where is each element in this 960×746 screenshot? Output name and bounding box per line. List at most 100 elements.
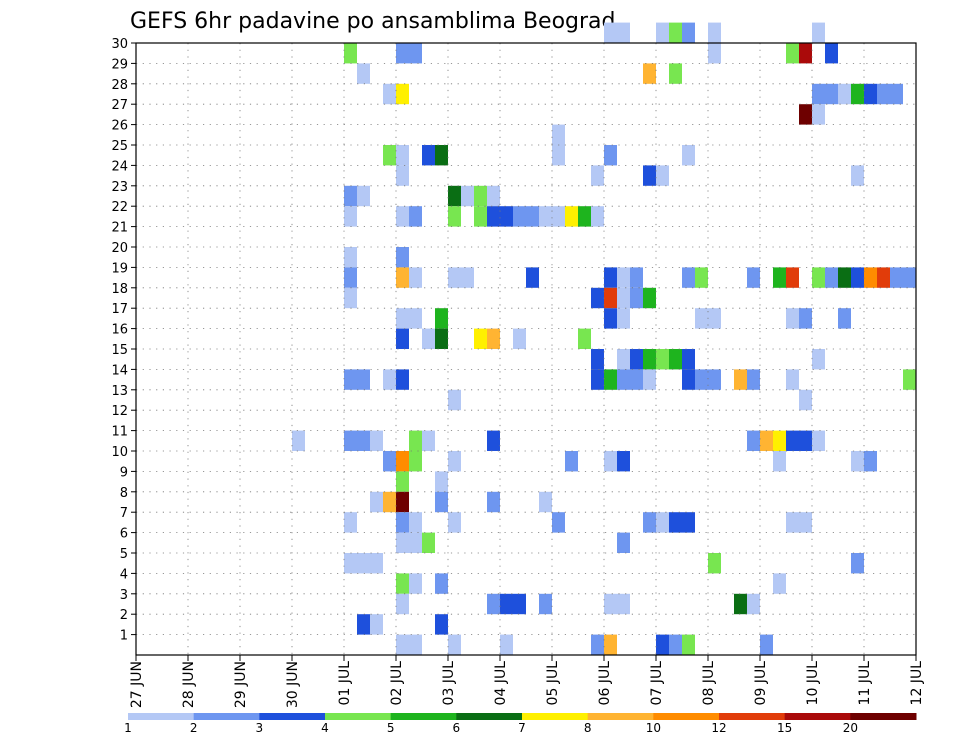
heatmap-cell (591, 287, 604, 309)
heatmap-cell (370, 491, 383, 513)
heatmap-cell (396, 532, 409, 553)
heatmap-cell (448, 389, 461, 411)
heatmap-cell (760, 634, 773, 655)
heatmap-cell (617, 267, 630, 288)
heatmap-cell (526, 206, 539, 227)
heatmap-cell (396, 328, 409, 349)
heatmap-cell (448, 206, 461, 227)
heatmap-cell (604, 145, 617, 166)
y-tick-label: 6 (120, 527, 128, 542)
legend-swatch (784, 713, 851, 720)
heatmap-cell (396, 165, 409, 186)
x-tick-label: 12 JUL (909, 661, 925, 706)
legend-swatch (325, 713, 392, 720)
y-tick-label: 7 (120, 506, 128, 521)
heatmap-cell (747, 369, 760, 390)
heatmap-cell (617, 593, 630, 615)
heatmap-cell (396, 369, 409, 390)
x-tick-label: 29 JUN (233, 661, 249, 708)
y-axis: 1234567891011121314151617181920212223242… (111, 37, 136, 644)
heatmap-cell (500, 593, 513, 615)
legend-swatch (259, 713, 326, 720)
heatmap-cell (877, 83, 890, 105)
heatmap-cell (409, 43, 422, 64)
heatmap-cell (682, 349, 695, 370)
y-tick-label: 5 (120, 547, 128, 562)
y-tick-label: 12 (111, 404, 128, 419)
heatmap-cell (357, 430, 370, 451)
legend-swatch (587, 713, 654, 720)
heatmap-cell (409, 532, 422, 553)
heatmap-cell (747, 430, 760, 451)
heatmap-cell (799, 430, 812, 451)
heatmap-cell (409, 573, 422, 594)
heatmap-cell (539, 491, 552, 513)
y-tick-label: 29 (111, 57, 128, 72)
y-tick-label: 9 (120, 465, 128, 480)
heatmap-cell (552, 206, 565, 227)
heatmap-cell (890, 83, 903, 105)
heatmap-cell (578, 206, 591, 227)
legend-label: 3 (256, 721, 264, 735)
heatmap-cell (422, 145, 435, 166)
heatmap-cell (344, 43, 357, 64)
heatmap-cell (591, 165, 604, 186)
heatmap-cell (396, 247, 409, 268)
heatmap-cell (474, 185, 487, 207)
heatmap-cell (435, 491, 448, 513)
heatmap-cell (669, 22, 682, 43)
heatmap-cell (344, 369, 357, 390)
heatmap-cell (604, 267, 617, 288)
heatmap-cell (487, 328, 500, 349)
heatmap-cell (838, 267, 851, 288)
heatmap-cell (565, 451, 578, 472)
heatmap-cell (825, 267, 838, 288)
heatmap-cell (370, 614, 383, 635)
y-tick-label: 22 (111, 200, 128, 215)
heatmap-cell (409, 308, 422, 329)
heatmap-cell (695, 369, 708, 390)
heatmap-cell (357, 553, 370, 574)
heatmap-cell (448, 634, 461, 655)
heatmap-cell (734, 369, 747, 390)
heatmap-cell (877, 267, 890, 288)
y-tick-label: 28 (111, 78, 128, 93)
heatmap-cell (461, 267, 474, 288)
x-tick-label: 30 JUN (285, 661, 301, 708)
heatmap-cell (656, 349, 669, 370)
heatmap-cell (526, 267, 539, 288)
heatmap-cell (695, 308, 708, 329)
heatmap-cell (448, 451, 461, 472)
legend-label: 4 (321, 721, 329, 735)
heatmap-cell (617, 451, 630, 472)
heatmap-cell (903, 267, 916, 288)
heatmap-cell (708, 369, 721, 390)
legend-label: 1 (124, 721, 132, 735)
legend-label: 6 (453, 721, 461, 735)
heatmap-cell (825, 83, 838, 105)
heatmap-cell (682, 512, 695, 533)
heatmap-cell (708, 22, 721, 43)
heatmap-cell (396, 308, 409, 329)
heatmap-cell (799, 389, 812, 411)
y-tick-label: 30 (111, 37, 128, 52)
heatmap-cell (539, 593, 552, 615)
x-tick-label: 10 JUL (805, 661, 821, 706)
heatmap-cell (630, 369, 643, 390)
heatmap-cell (903, 369, 916, 390)
heatmap-cell (786, 369, 799, 390)
heatmap-cell (604, 451, 617, 472)
heatmap-cell (604, 593, 617, 615)
heatmap-cell (734, 593, 747, 615)
legend-swatch (850, 713, 917, 720)
y-tick-label: 13 (111, 384, 128, 399)
heatmap-cell (812, 349, 825, 370)
heatmap-cell (643, 369, 656, 390)
heatmap-cell (851, 267, 864, 288)
heatmap-cell (500, 206, 513, 227)
heatmap-cell (357, 369, 370, 390)
heatmap-cell (682, 267, 695, 288)
heatmap-cell (786, 430, 799, 451)
heatmap-cell (396, 267, 409, 288)
